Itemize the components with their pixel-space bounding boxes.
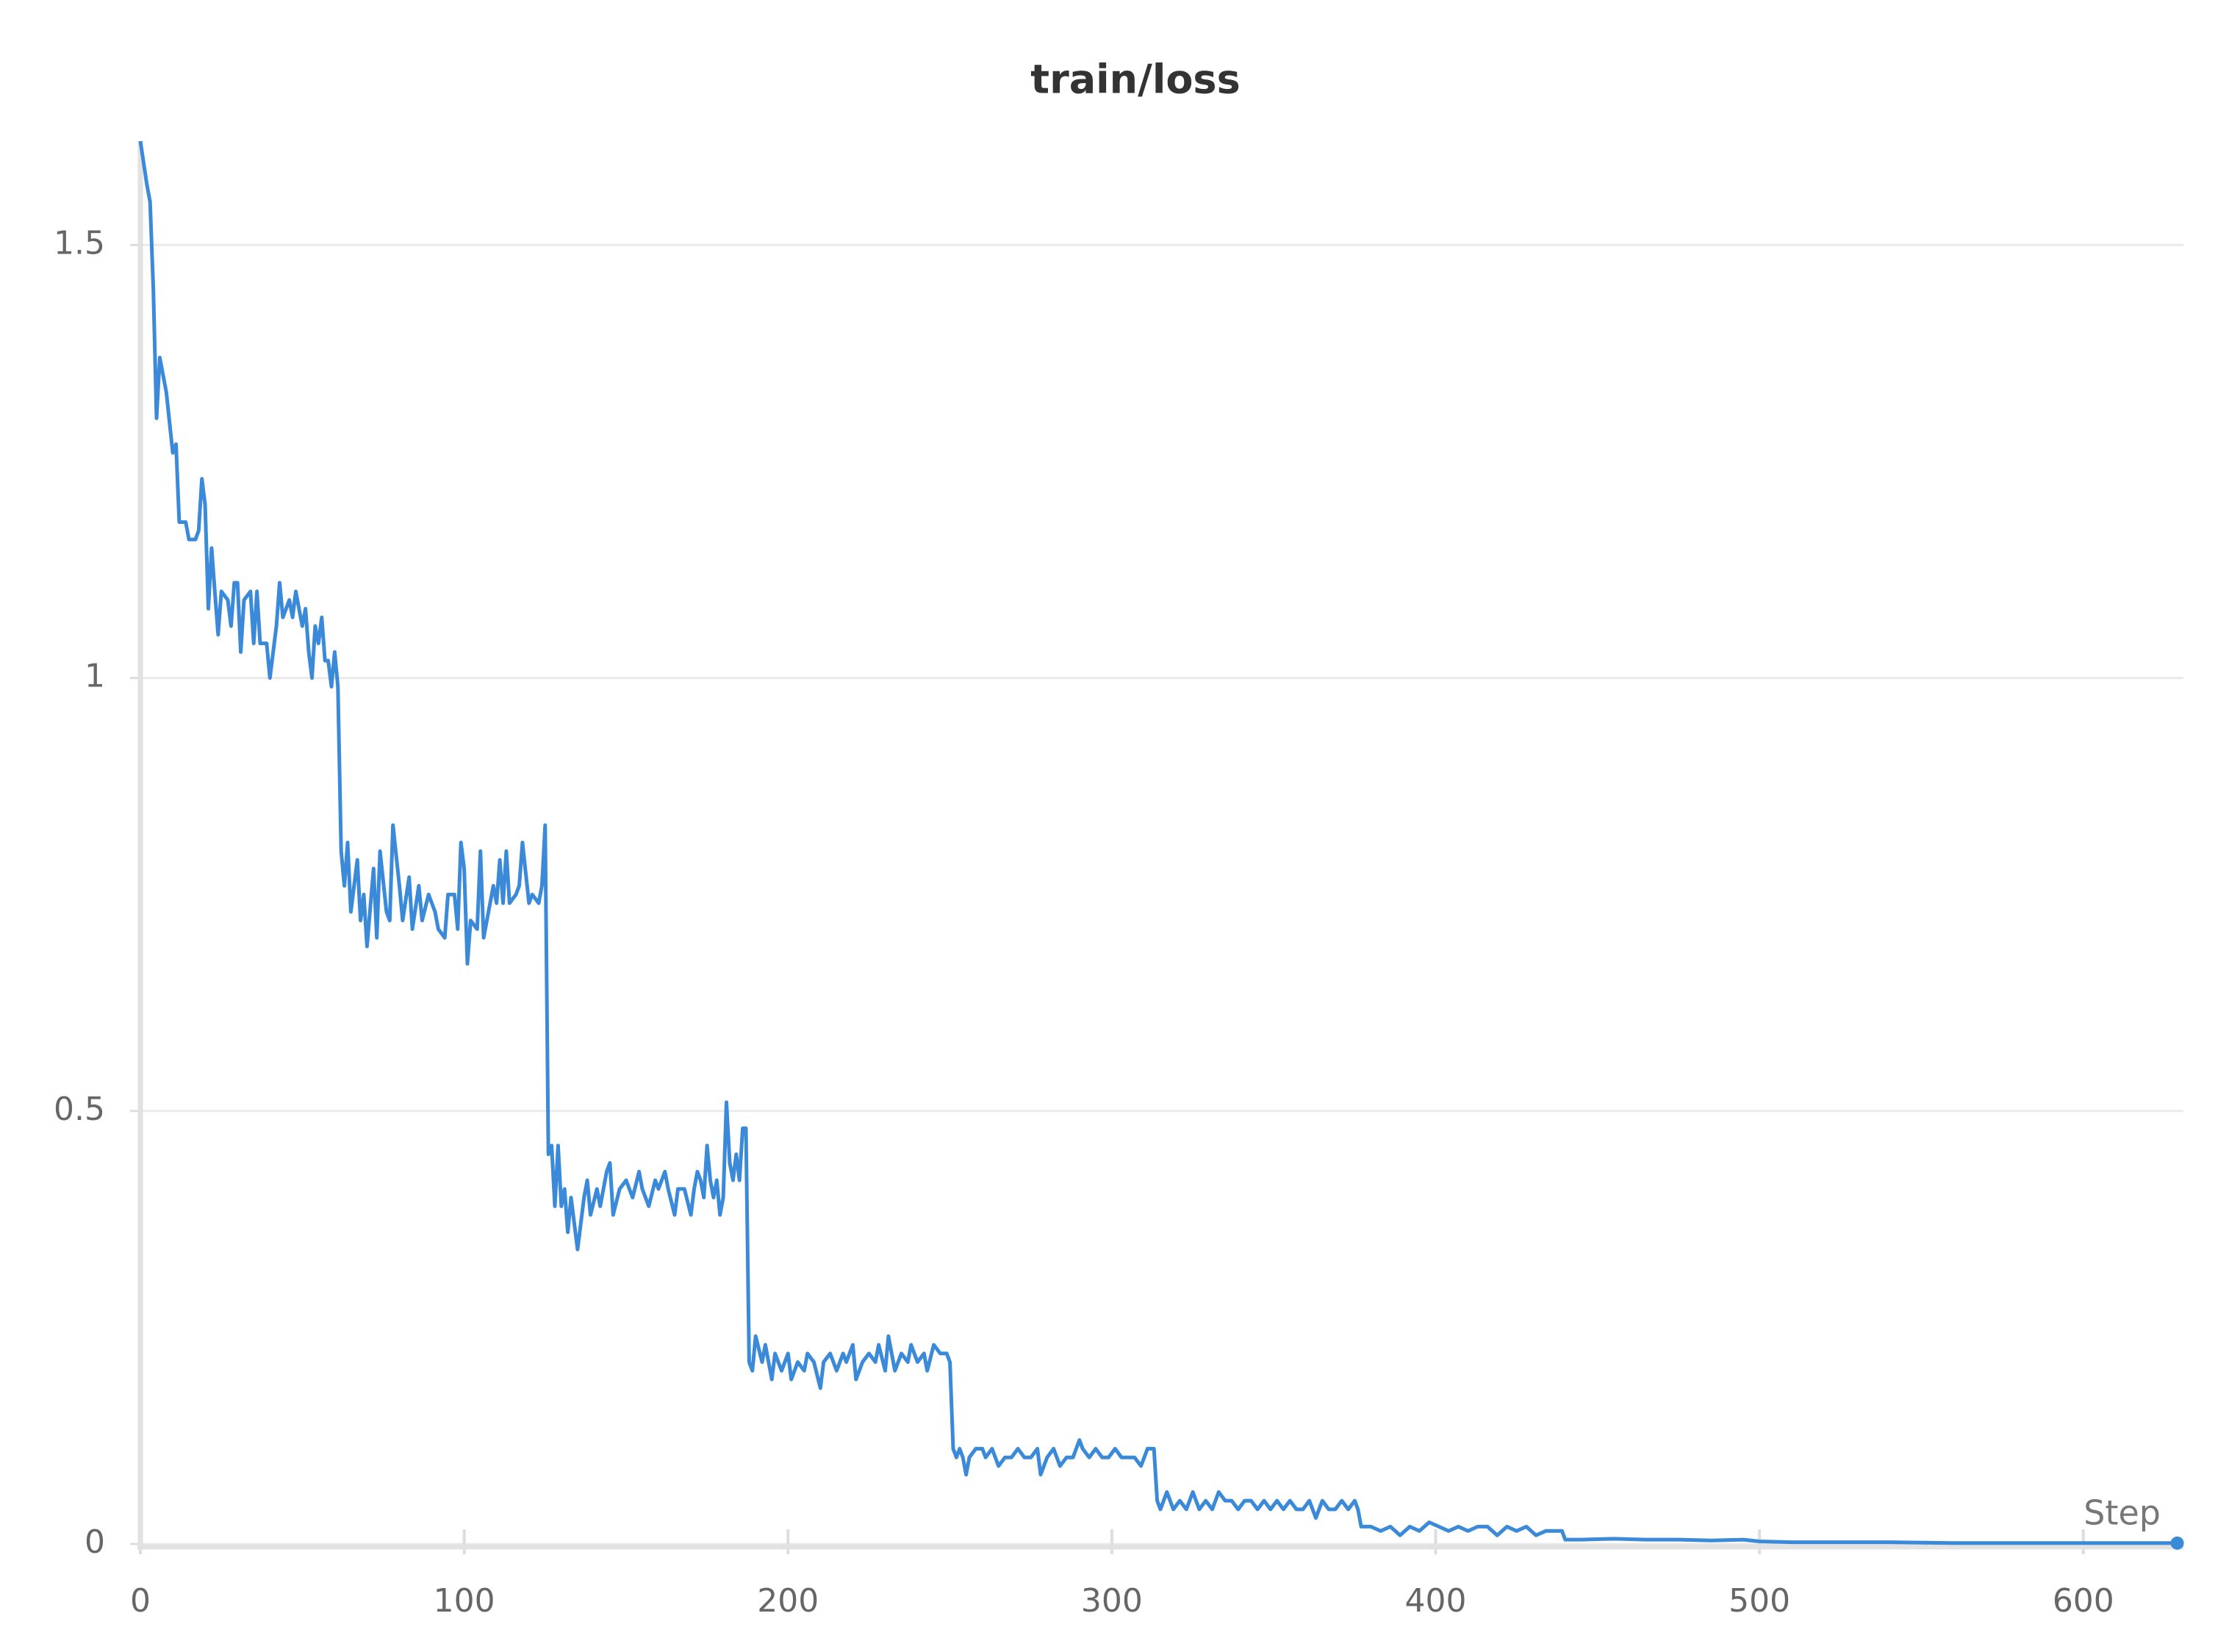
y-tick-label: 0	[85, 1523, 105, 1561]
end-point	[2170, 1536, 2184, 1550]
x-tick-label: 200	[757, 1582, 819, 1620]
x-tick-label: 600	[2053, 1582, 2114, 1620]
x-tick-label: 300	[1081, 1582, 1143, 1620]
x-tick-label: 500	[1729, 1582, 1790, 1620]
x-axis-label: Step	[2083, 1493, 2161, 1533]
y-tick-label: 0.5	[54, 1091, 105, 1128]
x-tick-label: 400	[1405, 1582, 1467, 1620]
x-tick-label: 100	[434, 1582, 495, 1620]
x-tick-label: 0	[130, 1582, 151, 1620]
y-tick-label: 1.5	[54, 224, 105, 262]
y-tick-label: 1	[85, 658, 105, 695]
loss-line	[138, 140, 2178, 1545]
chart-title: train/loss	[1030, 57, 1240, 103]
